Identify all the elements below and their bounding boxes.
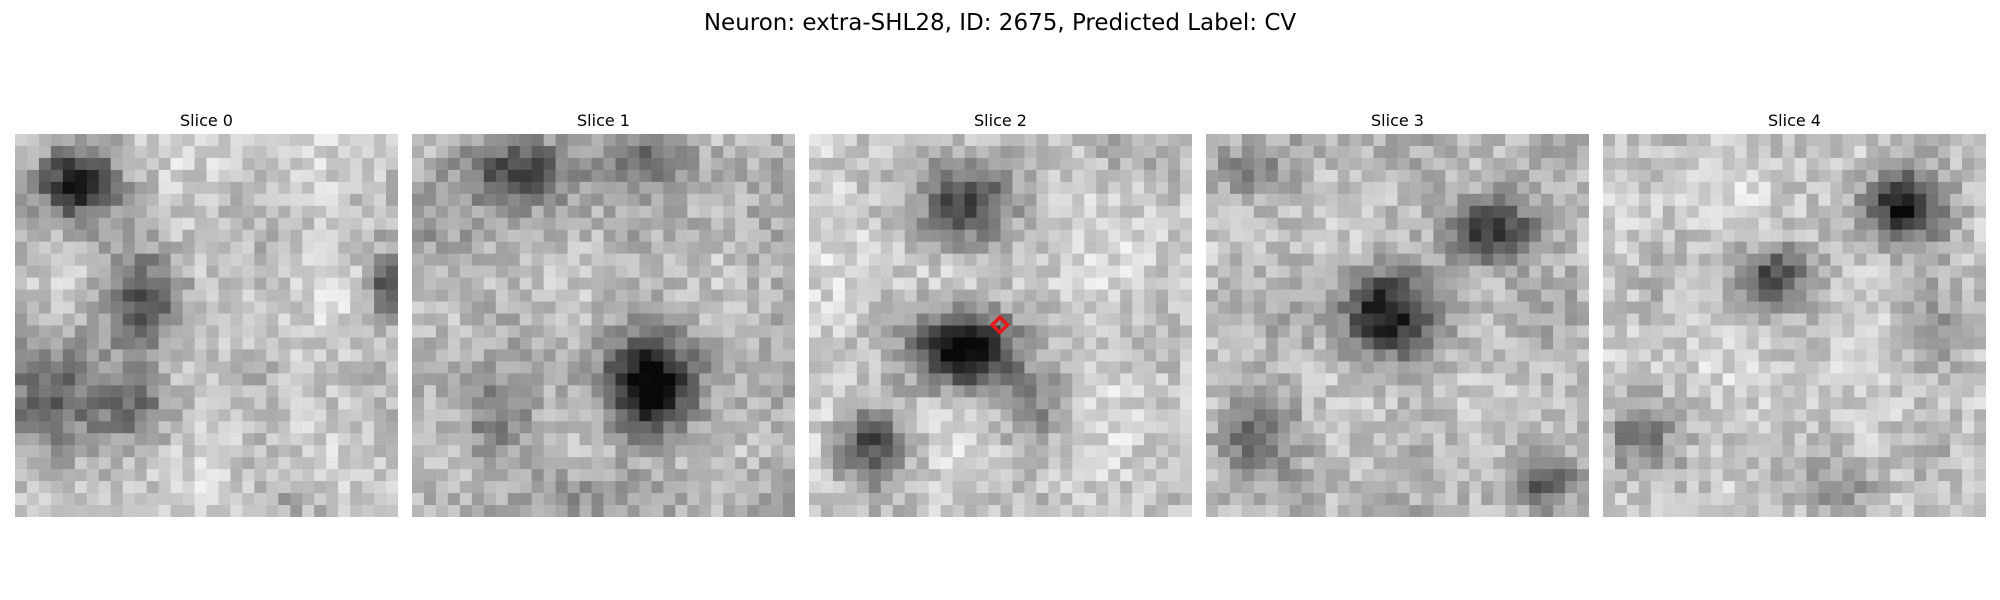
slice-panel-2: Slice 2: [809, 108, 1192, 517]
slice-image: [15, 134, 398, 517]
slice-title: Slice 1: [577, 111, 630, 130]
slice-title: Slice 2: [974, 111, 1027, 130]
target-marker: [989, 314, 1011, 336]
slice-image: [1206, 134, 1589, 517]
slice-title: Slice 3: [1371, 111, 1424, 130]
slice-panel-0: Slice 0: [15, 108, 398, 517]
slice-image: [809, 134, 1192, 517]
slice-title: Slice 4: [1768, 111, 1821, 130]
slice-panel-4: Slice 4: [1603, 108, 1986, 517]
slice-image: [412, 134, 795, 517]
slice-panel-3: Slice 3: [1206, 108, 1589, 517]
slice-image: [1603, 134, 1986, 517]
slice-panel-1: Slice 1: [412, 108, 795, 517]
slice-title: Slice 0: [180, 111, 233, 130]
figure-title: Neuron: extra-SHL28, ID: 2675, Predicted…: [703, 10, 1297, 36]
